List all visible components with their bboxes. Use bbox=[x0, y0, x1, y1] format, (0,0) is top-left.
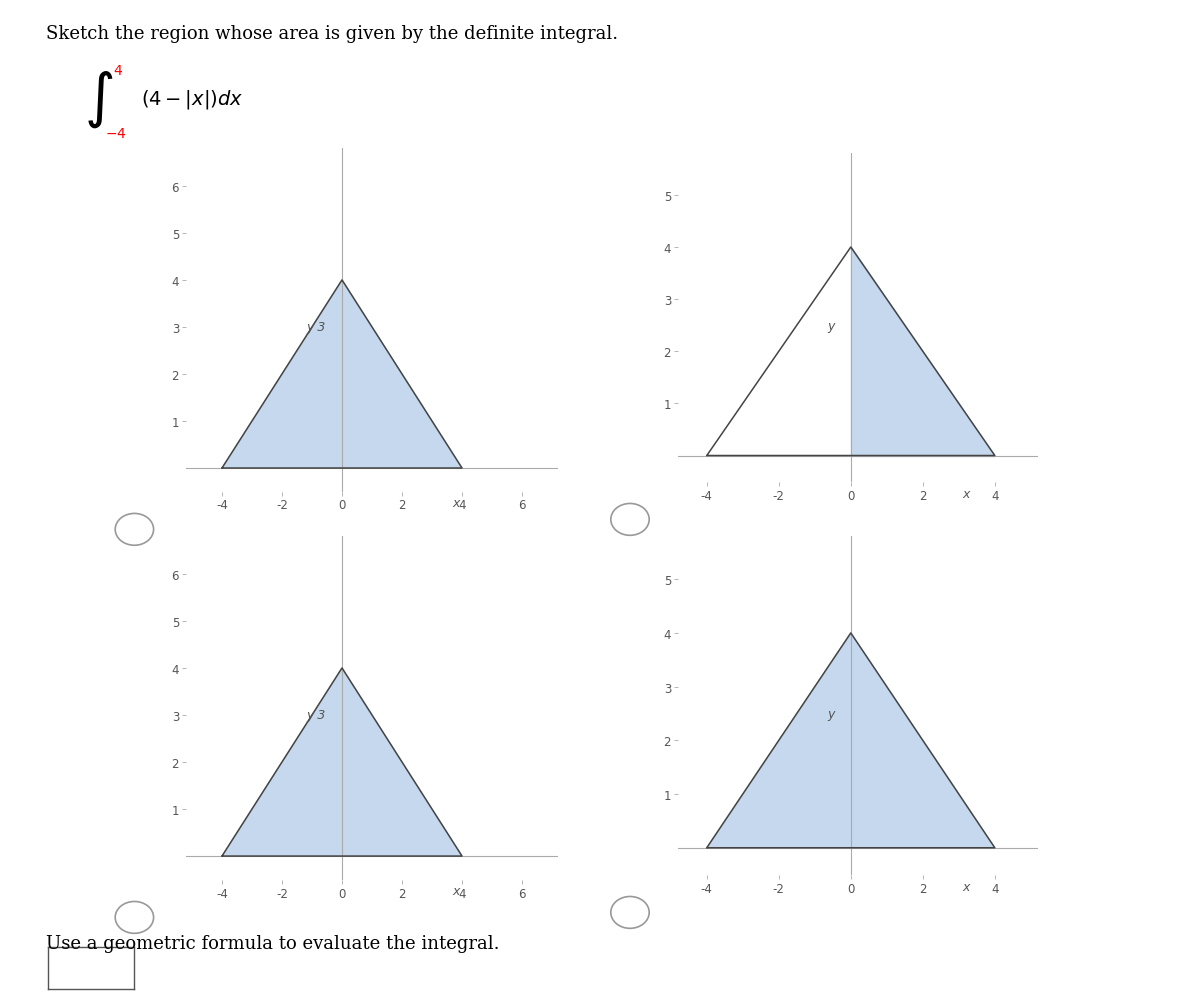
Text: $\int$: $\int$ bbox=[84, 70, 113, 129]
Text: x: x bbox=[452, 497, 460, 510]
Text: x: x bbox=[962, 880, 970, 893]
Text: $4$: $4$ bbox=[113, 64, 122, 78]
Polygon shape bbox=[222, 280, 462, 468]
Text: Use a geometric formula to evaluate the integral.: Use a geometric formula to evaluate the … bbox=[46, 934, 499, 952]
Text: y 3: y 3 bbox=[306, 709, 325, 722]
Text: $\left(4-|x|\right)dx$: $\left(4-|x|\right)dx$ bbox=[142, 87, 244, 111]
Polygon shape bbox=[851, 248, 995, 456]
Text: Sketch the region whose area is given by the definite integral.: Sketch the region whose area is given by… bbox=[46, 25, 618, 43]
Text: y: y bbox=[827, 708, 835, 721]
Text: y 3: y 3 bbox=[306, 321, 325, 334]
Text: x: x bbox=[962, 487, 970, 500]
Polygon shape bbox=[222, 668, 462, 856]
Polygon shape bbox=[707, 633, 995, 848]
Text: x: x bbox=[452, 885, 460, 898]
Text: $-4$: $-4$ bbox=[106, 126, 127, 140]
Text: y: y bbox=[827, 319, 835, 332]
